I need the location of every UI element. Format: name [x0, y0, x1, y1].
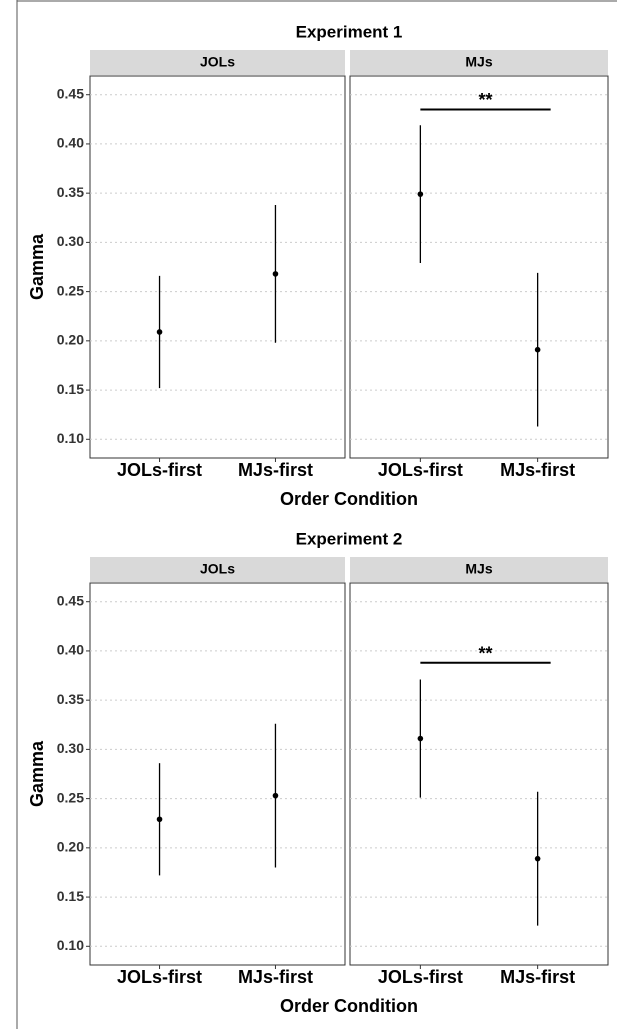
strip-label: JOLs	[200, 54, 235, 70]
y-tick-label: 0.30	[57, 233, 84, 249]
y-tick-label: 0.15	[57, 888, 84, 904]
strip-label: JOLs	[200, 561, 235, 577]
strip-label: MJs	[465, 561, 492, 577]
point	[417, 191, 424, 197]
chart-title: Experiment 2	[296, 529, 403, 548]
strip	[90, 557, 345, 582]
strip-label: MJs	[465, 54, 492, 70]
y-tick-label: 0.20	[57, 839, 84, 855]
x-axis-label: Order Condition	[280, 996, 418, 1016]
y-tick-label: 0.25	[57, 789, 84, 805]
x-axis-label: Order Condition	[280, 489, 418, 509]
x-tick-label: JOLs-first	[378, 460, 463, 480]
y-tick-label: 0.10	[57, 937, 84, 953]
y-axis-label: Gamma	[27, 740, 47, 807]
significance-label: **	[478, 643, 492, 663]
y-tick-label: 0.35	[57, 691, 84, 707]
point	[272, 792, 279, 799]
x-tick-label: JOLs-first	[378, 967, 463, 987]
y-tick-label: 0.35	[57, 184, 84, 200]
x-tick-label: MJs-first	[238, 460, 313, 480]
panel	[349, 75, 609, 459]
point	[417, 735, 424, 742]
panel	[89, 75, 346, 459]
y-tick-label: 0.15	[57, 381, 84, 397]
y-tick-label: 0.10	[57, 430, 84, 446]
x-tick-label: MJs-first	[238, 967, 313, 987]
point	[534, 855, 541, 862]
point	[156, 329, 163, 335]
x-tick-label: MJs-first	[500, 967, 575, 987]
strip	[350, 50, 608, 75]
panel	[89, 582, 346, 966]
y-tick-label: 0.45	[57, 592, 84, 608]
point	[534, 346, 541, 353]
y-axis-label: Gamma	[27, 233, 47, 300]
point	[272, 271, 279, 277]
x-tick-label: JOLs-first	[117, 967, 202, 987]
y-tick-label: 0.20	[57, 332, 84, 348]
significance-label: **	[478, 90, 492, 110]
strip	[90, 50, 345, 75]
chart-title: Experiment 1	[296, 22, 403, 41]
y-tick-label: 0.40	[57, 642, 84, 658]
panel	[349, 582, 609, 966]
y-tick-label: 0.30	[57, 740, 84, 756]
point	[156, 816, 163, 823]
y-tick-label: 0.40	[57, 135, 84, 151]
strip	[350, 557, 608, 582]
y-tick-label: 0.25	[57, 282, 84, 298]
y-tick-label: 0.45	[57, 85, 84, 101]
x-tick-label: MJs-first	[500, 460, 575, 480]
x-tick-label: JOLs-first	[117, 460, 202, 480]
